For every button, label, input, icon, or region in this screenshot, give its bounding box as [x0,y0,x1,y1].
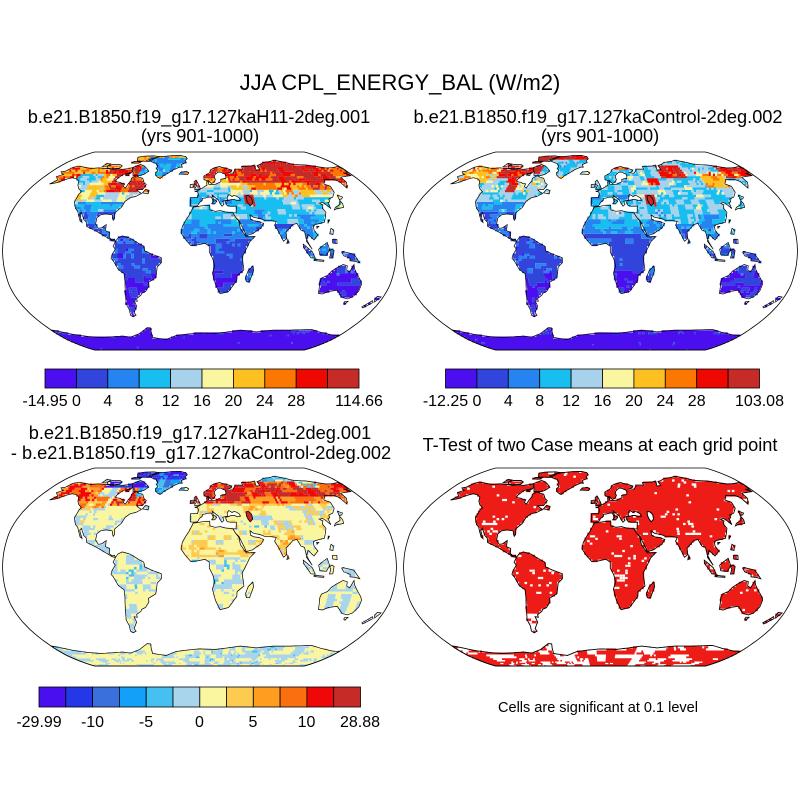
svg-text:b.e21.B1850.f19_g17.127kaH11-2: b.e21.B1850.f19_g17.127kaH11-2deg.001 [28,107,371,128]
svg-text:-5: -5 [139,714,153,731]
svg-text:8: 8 [135,393,144,410]
svg-text:-14.95: -14.95 [22,393,67,410]
svg-text:0: 0 [472,393,481,410]
svg-text:103.08: 103.08 [735,393,784,410]
svg-text:20: 20 [225,393,243,410]
svg-text:24: 24 [656,393,674,410]
svg-text:Cells are significant at 0.1 l: Cells are significant at 0.1 level [498,700,698,716]
svg-text:b.e21.B1850.f19_g17.127kaH11-2: b.e21.B1850.f19_g17.127kaH11-2deg.001 [29,423,372,444]
svg-text:28.88: 28.88 [340,714,380,731]
svg-text:10: 10 [298,714,316,731]
svg-text:28: 28 [287,393,305,410]
svg-text:(yrs 901-1000): (yrs 901-1000) [141,126,259,146]
svg-text:8: 8 [535,393,544,410]
svg-text:5: 5 [249,714,258,731]
svg-text:20: 20 [625,393,643,410]
svg-text:b.e21.B1850.f19_g17.127kaContr: b.e21.B1850.f19_g17.127kaControl-2deg.00… [413,107,782,128]
svg-text:T-Test of two Case means at ea: T-Test of two Case means at each grid po… [423,435,778,455]
svg-text:24: 24 [256,393,274,410]
svg-text:12: 12 [162,393,180,410]
svg-text:28: 28 [688,393,706,410]
svg-text:- b.e21.B1850.f19_g17.127kaCon: - b.e21.B1850.f19_g17.127kaControl-2deg.… [11,443,391,464]
svg-text:-29.99: -29.99 [16,714,61,731]
svg-text:16: 16 [193,393,211,410]
svg-text:-10: -10 [81,714,104,731]
svg-text:16: 16 [594,393,612,410]
svg-text:4: 4 [103,393,112,410]
svg-text:4: 4 [504,393,513,410]
svg-text:-12.25: -12.25 [423,393,468,410]
svg-text:114.66: 114.66 [335,393,383,410]
svg-text:(yrs 901-1000): (yrs 901-1000) [541,126,659,146]
svg-text:JJA CPL_ENERGY_BAL (W/m2): JJA CPL_ENERGY_BAL (W/m2) [240,70,561,95]
svg-text:0: 0 [72,393,81,410]
svg-text:0: 0 [195,714,204,731]
svg-text:12: 12 [562,393,580,410]
